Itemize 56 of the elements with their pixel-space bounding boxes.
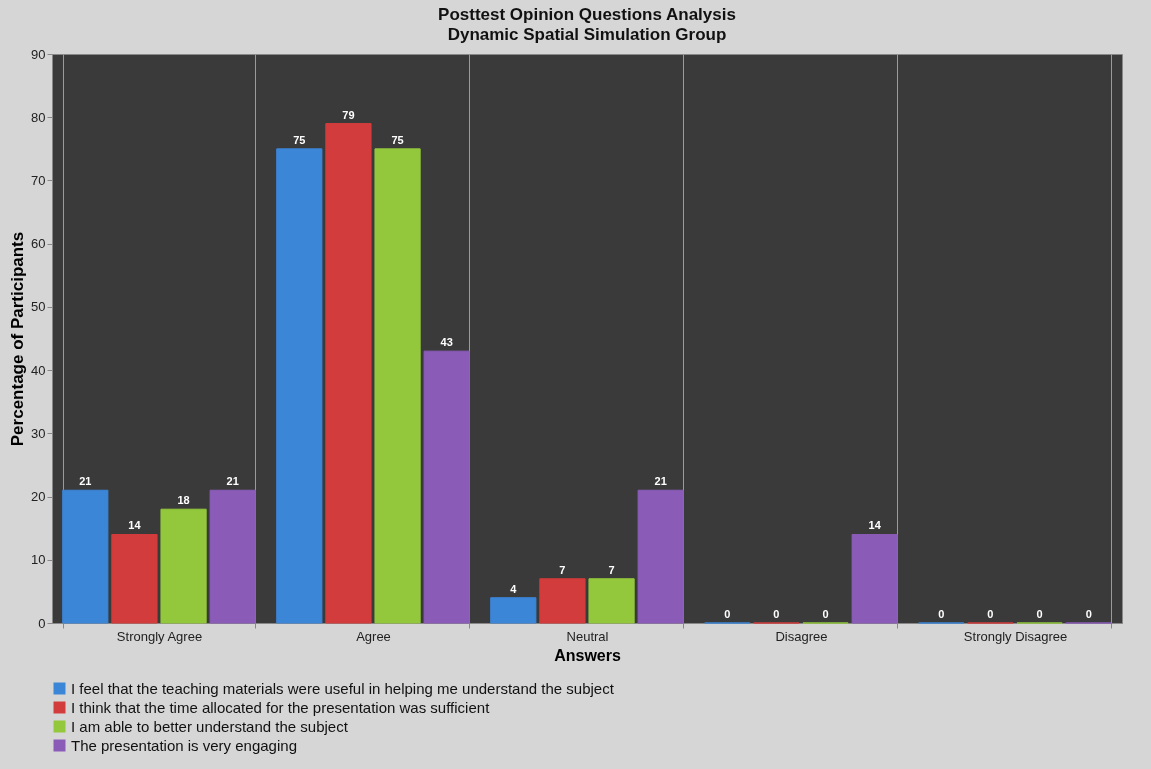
data-label: 0: [724, 608, 731, 620]
x-tick-label: Strongly Agree: [116, 628, 203, 644]
data-label: 14: [128, 519, 142, 532]
bar: [276, 148, 323, 624]
legend-label: I am able to better understand the subject: [71, 717, 349, 735]
y-tick-label: 90: [31, 46, 46, 62]
bar: [423, 350, 470, 624]
y-tick-label: 40: [31, 362, 46, 378]
x-axis-title: Answers: [554, 646, 621, 664]
chart-subtitle: Dynamic Spatial Simulation Group: [447, 25, 727, 44]
y-axis-title: Percentage of Participants: [8, 231, 28, 447]
bar: [374, 148, 421, 624]
data-label: 0: [1036, 608, 1043, 620]
bar: [588, 578, 635, 624]
data-label: 21: [226, 475, 239, 488]
data-label: 14: [868, 519, 882, 532]
y-tick-label: 80: [31, 109, 46, 125]
bar: [62, 489, 109, 624]
x-tick-label: Neutral: [566, 628, 609, 644]
legend-label: I feel that the teaching materials were useful in helping me understand the subject: [71, 679, 615, 697]
bar: [111, 533, 158, 624]
chart-title: Posttest Opinion Questions Analysis: [438, 5, 736, 24]
bar: [160, 508, 207, 624]
y-tick-label: 10: [31, 552, 46, 568]
y-tick-label: 60: [31, 236, 46, 252]
data-label: 7: [559, 563, 566, 576]
data-label: 4: [510, 582, 518, 595]
data-label: 7: [608, 563, 615, 576]
bar: [325, 123, 372, 624]
legend-label: The presentation is very engaging: [71, 736, 297, 754]
data-label: 21: [654, 475, 667, 488]
data-label: 0: [822, 608, 829, 620]
data-label: 79: [342, 108, 355, 121]
data-label: 0: [987, 608, 994, 620]
data-label: 75: [293, 133, 306, 146]
y-tick-label: 0: [38, 615, 46, 631]
data-label: 0: [1085, 608, 1092, 620]
bar: [637, 489, 684, 624]
bar: [209, 489, 256, 624]
x-tick-label: Strongly Disagree: [963, 628, 1068, 644]
x-tick-label: Agree: [356, 628, 391, 644]
legend-label: I think that the time allocated for the presentation was sufficient: [71, 698, 491, 716]
bar: [851, 533, 898, 624]
y-tick-label: 70: [31, 172, 46, 188]
y-tick-label: 50: [31, 299, 46, 315]
x-tick-label: Disagree: [775, 628, 828, 644]
data-label: 75: [391, 133, 404, 146]
data-label: 18: [177, 494, 190, 507]
data-label: 43: [440, 336, 453, 349]
y-tick-label: 30: [31, 425, 46, 441]
bar: [490, 597, 537, 624]
y-tick-label: 20: [31, 489, 46, 505]
data-label: 0: [938, 608, 945, 620]
data-label: 21: [79, 475, 92, 488]
bar: [539, 578, 586, 624]
data-label: 0: [773, 608, 780, 620]
